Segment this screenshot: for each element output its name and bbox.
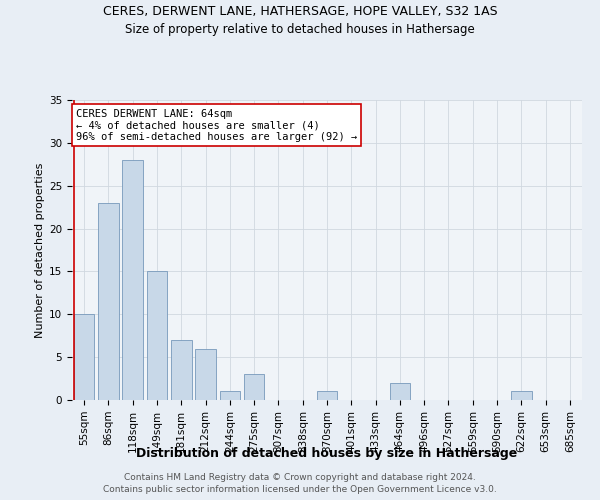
Text: Distribution of detached houses by size in Hathersage: Distribution of detached houses by size … (136, 448, 518, 460)
Bar (511, 392, 532, 400)
Bar (317, 392, 337, 400)
Text: Contains HM Land Registry data © Crown copyright and database right 2024.: Contains HM Land Registry data © Crown c… (124, 472, 476, 482)
Y-axis label: Number of detached properties: Number of detached properties (35, 162, 45, 338)
Text: Size of property relative to detached houses in Hathersage: Size of property relative to detached ho… (125, 22, 475, 36)
Text: CERES DERWENT LANE: 64sqm
← 4% of detached houses are smaller (4)
96% of semi-de: CERES DERWENT LANE: 64sqm ← 4% of detach… (76, 108, 357, 142)
Text: CERES, DERWENT LANE, HATHERSAGE, HOPE VALLEY, S32 1AS: CERES, DERWENT LANE, HATHERSAGE, HOPE VA… (103, 5, 497, 18)
Bar (244, 374, 265, 400)
Bar (389, 383, 410, 400)
Bar (146, 272, 167, 400)
Bar (74, 314, 94, 400)
Bar (220, 392, 240, 400)
Bar (122, 160, 143, 400)
Bar (195, 348, 216, 400)
Text: Contains public sector information licensed under the Open Government Licence v3: Contains public sector information licen… (103, 485, 497, 494)
Bar (98, 203, 119, 400)
Bar (171, 340, 191, 400)
